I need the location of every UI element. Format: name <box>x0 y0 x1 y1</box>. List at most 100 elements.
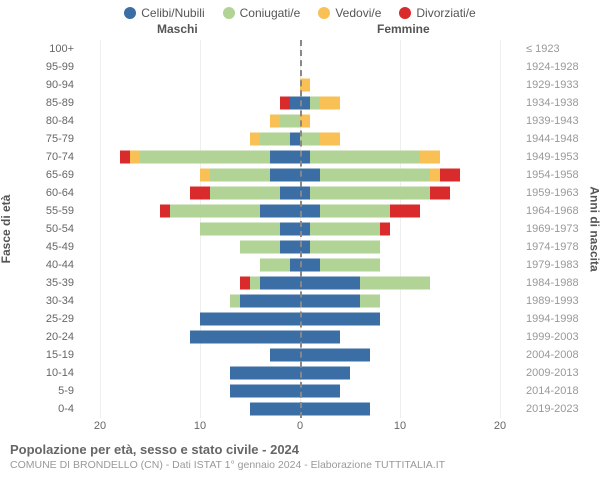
legend-swatch <box>399 7 411 19</box>
bar-segment <box>230 295 240 308</box>
bar-male <box>280 97 300 110</box>
bar-segment <box>260 277 300 290</box>
bar-female <box>300 367 350 380</box>
bar-segment <box>230 367 300 380</box>
bar-segment <box>270 115 280 128</box>
bar-segment <box>160 205 170 218</box>
bar-segment <box>200 313 300 326</box>
age-label: 25-29 <box>46 313 74 325</box>
legend-label: Divorziati/e <box>416 6 475 20</box>
age-label: 55-59 <box>46 205 74 217</box>
x-tick: 20 <box>94 420 106 432</box>
bar-segment <box>420 151 440 164</box>
bar-segment <box>270 169 300 182</box>
bar-male <box>230 385 300 398</box>
bar-female <box>300 349 370 362</box>
bar-segment <box>260 259 290 272</box>
bar-male <box>270 115 300 128</box>
bar-segment <box>290 259 300 272</box>
legend-label: Celibi/Nubili <box>141 6 204 20</box>
yaxis-title-left: Fasce di età <box>0 195 13 264</box>
bar-segment <box>170 205 260 218</box>
bar-male <box>240 241 300 254</box>
bar-male <box>240 277 300 290</box>
bar-segment <box>210 169 270 182</box>
yaxis-title-right: Anni di nascita <box>587 186 600 271</box>
birth-year-label: 1989-1993 <box>526 295 579 307</box>
bar-segment <box>380 223 390 236</box>
bar-male <box>270 349 300 362</box>
age-label: 65-69 <box>46 169 74 181</box>
header-female: Femmine <box>377 22 430 36</box>
bar-male <box>160 205 300 218</box>
bar-segment <box>280 115 300 128</box>
chart-title: Popolazione per età, sesso e stato civil… <box>10 442 590 457</box>
age-label: 60-64 <box>46 187 74 199</box>
bar-male <box>200 313 300 326</box>
bar-segment <box>250 403 300 416</box>
legend-item: Divorziati/e <box>399 6 475 20</box>
age-label: 90-94 <box>46 79 74 91</box>
legend-item: Coniugati/e <box>223 6 301 20</box>
bar-female <box>300 403 370 416</box>
gender-headers: Maschi Femmine <box>0 22 600 40</box>
bar-segment <box>320 169 430 182</box>
birth-year-label: 1974-1978 <box>526 241 579 253</box>
bar-segment <box>300 313 380 326</box>
birth-year-label: 2014-2018 <box>526 385 579 397</box>
bar-segment <box>300 133 320 146</box>
bar-female <box>300 151 440 164</box>
bar-male <box>190 331 300 344</box>
bar-segment <box>390 205 420 218</box>
bar-segment <box>310 187 430 200</box>
age-label: 0-4 <box>58 403 74 415</box>
bar-segment <box>360 295 380 308</box>
bar-segment <box>300 277 360 290</box>
bar-segment <box>360 277 430 290</box>
bar-male <box>230 367 300 380</box>
center-line <box>300 40 302 418</box>
bar-female <box>300 223 390 236</box>
age-label: 20-24 <box>46 331 74 343</box>
birth-year-label: 1984-1988 <box>526 277 579 289</box>
legend-item: Celibi/Nubili <box>124 6 204 20</box>
bar-segment <box>250 133 260 146</box>
age-label: 40-44 <box>46 259 74 271</box>
chart-container: Celibi/NubiliConiugati/eVedovi/eDivorzia… <box>0 0 600 500</box>
bar-segment <box>210 187 280 200</box>
bar-segment <box>280 223 300 236</box>
bar-segment <box>280 187 300 200</box>
bar-segment <box>190 331 300 344</box>
bar-male <box>200 169 300 182</box>
bar-female <box>300 259 380 272</box>
bar-segment <box>200 223 280 236</box>
bar-segment <box>240 295 300 308</box>
bar-female <box>300 313 380 326</box>
bar-female <box>300 169 460 182</box>
bar-segment <box>300 331 340 344</box>
legend-swatch <box>124 7 136 19</box>
bar-segment <box>260 205 300 218</box>
bar-segment <box>290 97 300 110</box>
birth-year-label: 1939-1943 <box>526 115 579 127</box>
bar-segment <box>320 133 340 146</box>
age-label: 85-89 <box>46 97 74 109</box>
age-label: 30-34 <box>46 295 74 307</box>
birth-year-label: 1999-2003 <box>526 331 579 343</box>
birth-year-label: 1964-1968 <box>526 205 579 217</box>
bar-female <box>300 241 380 254</box>
bar-segment <box>300 295 360 308</box>
bar-segment <box>440 169 460 182</box>
chart-subtitle: COMUNE DI BRONDELLO (CN) - Dati ISTAT 1°… <box>10 459 590 471</box>
age-label: 95-99 <box>46 61 74 73</box>
bar-segment <box>120 151 130 164</box>
bar-segment <box>300 205 320 218</box>
bar-segment <box>320 259 380 272</box>
bar-female <box>300 133 340 146</box>
birth-year-label: 1979-1983 <box>526 259 579 271</box>
bar-segment <box>300 385 340 398</box>
bar-segment <box>200 169 210 182</box>
birth-year-label: 1929-1933 <box>526 79 579 91</box>
plot-area: 100+≤ 192395-991924-192890-941929-193385… <box>80 40 520 418</box>
legend: Celibi/NubiliConiugati/eVedovi/eDivorzia… <box>0 0 600 22</box>
